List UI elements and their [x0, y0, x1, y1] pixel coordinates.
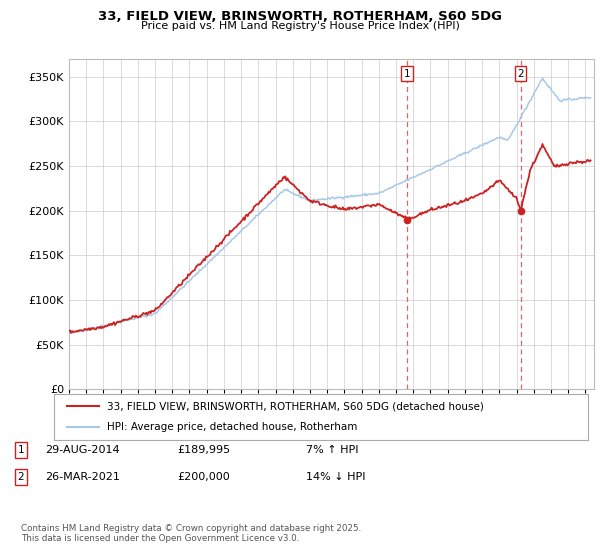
Text: HPI: Average price, detached house, Rotherham: HPI: Average price, detached house, Roth… [107, 422, 358, 432]
Text: 26-MAR-2021: 26-MAR-2021 [45, 472, 120, 482]
Text: 14% ↓ HPI: 14% ↓ HPI [306, 472, 365, 482]
Text: 29-AUG-2014: 29-AUG-2014 [45, 445, 119, 455]
Text: 2: 2 [17, 472, 25, 482]
Text: Contains HM Land Registry data © Crown copyright and database right 2025.
This d: Contains HM Land Registry data © Crown c… [21, 524, 361, 543]
Text: 1: 1 [404, 69, 411, 78]
Text: £189,995: £189,995 [177, 445, 230, 455]
Text: 2: 2 [517, 69, 524, 78]
Text: 7% ↑ HPI: 7% ↑ HPI [306, 445, 359, 455]
Text: 33, FIELD VIEW, BRINSWORTH, ROTHERHAM, S60 5DG (detached house): 33, FIELD VIEW, BRINSWORTH, ROTHERHAM, S… [107, 401, 484, 411]
Text: £200,000: £200,000 [177, 472, 230, 482]
Text: 1: 1 [17, 445, 25, 455]
Text: Price paid vs. HM Land Registry's House Price Index (HPI): Price paid vs. HM Land Registry's House … [140, 21, 460, 31]
Text: 33, FIELD VIEW, BRINSWORTH, ROTHERHAM, S60 5DG: 33, FIELD VIEW, BRINSWORTH, ROTHERHAM, S… [98, 10, 502, 22]
